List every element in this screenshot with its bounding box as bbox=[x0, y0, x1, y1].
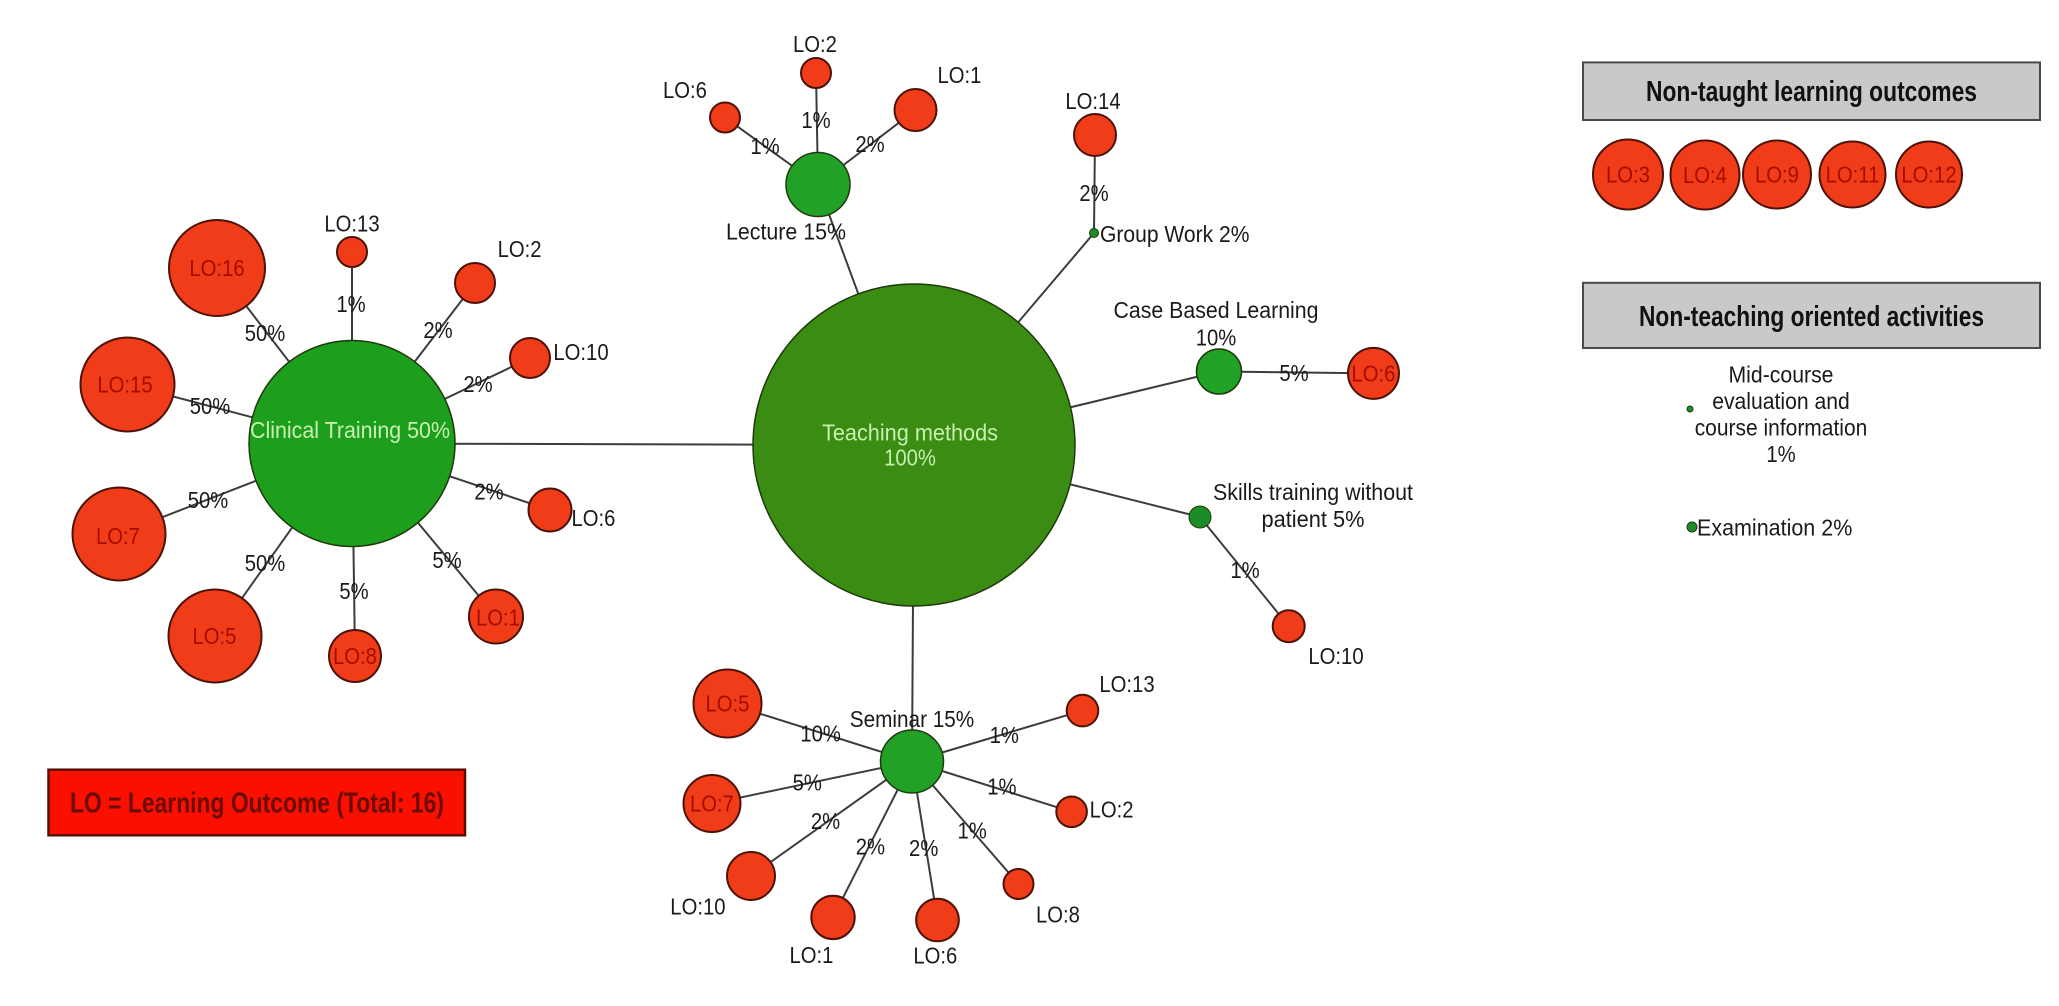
svg-text:LO:5: LO:5 bbox=[706, 691, 750, 717]
svg-text:LO:16: LO:16 bbox=[189, 255, 244, 281]
svg-text:evaluation and: evaluation and bbox=[1712, 388, 1850, 414]
svg-text:10%: 10% bbox=[1196, 325, 1237, 351]
svg-text:LO:10: LO:10 bbox=[1308, 643, 1363, 669]
svg-text:LO:10: LO:10 bbox=[670, 894, 725, 920]
svg-text:LO:1: LO:1 bbox=[938, 62, 982, 88]
svg-text:LO:6: LO:6 bbox=[913, 943, 957, 969]
svg-text:50%: 50% bbox=[188, 487, 229, 513]
svg-text:1%: 1% bbox=[1230, 557, 1259, 583]
svg-text:1%: 1% bbox=[336, 291, 365, 317]
svg-text:Group Work 2%: Group Work 2% bbox=[1100, 221, 1250, 247]
svg-text:course information: course information bbox=[1695, 414, 1868, 440]
svg-text:50%: 50% bbox=[190, 393, 231, 419]
svg-text:LO:2: LO:2 bbox=[793, 31, 837, 57]
svg-text:LO:6: LO:6 bbox=[1352, 360, 1396, 386]
svg-text:LO:2: LO:2 bbox=[498, 236, 542, 262]
svg-text:Non-teaching oriented activiti: Non-teaching oriented activities bbox=[1639, 301, 1984, 333]
svg-text:50%: 50% bbox=[245, 550, 286, 576]
svg-text:LO:7: LO:7 bbox=[690, 791, 734, 817]
svg-text:LO:8: LO:8 bbox=[1036, 902, 1080, 928]
svg-text:LO:15: LO:15 bbox=[97, 372, 152, 398]
svg-text:1%: 1% bbox=[801, 107, 830, 133]
svg-text:Clinical Training 50%: Clinical Training 50% bbox=[250, 417, 450, 443]
svg-text:1%: 1% bbox=[990, 722, 1019, 748]
svg-text:1%: 1% bbox=[750, 133, 779, 159]
svg-text:LO:4: LO:4 bbox=[1683, 162, 1727, 188]
svg-text:LO:3: LO:3 bbox=[1606, 162, 1650, 188]
svg-text:LO:1: LO:1 bbox=[790, 942, 834, 968]
svg-text:5%: 5% bbox=[339, 578, 368, 604]
svg-text:2%: 2% bbox=[855, 131, 884, 157]
svg-text:Non-taught learning outcomes: Non-taught learning outcomes bbox=[1646, 76, 1977, 108]
svg-text:LO:8: LO:8 bbox=[333, 643, 377, 669]
svg-text:5%: 5% bbox=[793, 770, 822, 796]
svg-text:Examination 2%: Examination 2% bbox=[1697, 514, 1852, 540]
svg-text:Seminar 15%: Seminar 15% bbox=[850, 706, 975, 732]
svg-text:5%: 5% bbox=[1279, 360, 1308, 386]
svg-text:LO:14: LO:14 bbox=[1065, 88, 1120, 114]
svg-text:1%: 1% bbox=[1766, 441, 1795, 467]
svg-text:1%: 1% bbox=[957, 818, 986, 844]
svg-text:LO:7: LO:7 bbox=[96, 523, 140, 549]
svg-text:Skills training without: Skills training without bbox=[1213, 479, 1414, 505]
svg-text:Teaching methods: Teaching methods bbox=[822, 420, 998, 446]
svg-text:LO:10: LO:10 bbox=[553, 339, 608, 365]
svg-text:LO:12: LO:12 bbox=[1901, 162, 1956, 188]
svg-text:Case Based Learning: Case Based Learning bbox=[1114, 297, 1319, 323]
svg-text:2%: 2% bbox=[909, 835, 938, 861]
svg-text:Lecture 15%: Lecture 15% bbox=[726, 219, 846, 245]
svg-text:2%: 2% bbox=[811, 808, 840, 834]
svg-text:patient 5%: patient 5% bbox=[1262, 506, 1365, 532]
svg-text:Mid-course: Mid-course bbox=[1729, 361, 1834, 387]
svg-text:LO:9: LO:9 bbox=[1755, 162, 1799, 188]
svg-text:LO = Learning Outcome (Total:: LO = Learning Outcome (Total: 16) bbox=[70, 788, 444, 820]
svg-text:1%: 1% bbox=[987, 774, 1016, 800]
svg-text:2%: 2% bbox=[463, 371, 492, 397]
svg-text:2%: 2% bbox=[1079, 180, 1108, 206]
svg-text:2%: 2% bbox=[474, 479, 503, 505]
svg-text:LO:13: LO:13 bbox=[324, 211, 379, 237]
svg-text:5%: 5% bbox=[432, 547, 461, 573]
svg-text:LO:6: LO:6 bbox=[663, 77, 707, 103]
svg-text:2%: 2% bbox=[423, 317, 452, 343]
svg-text:LO:5: LO:5 bbox=[193, 623, 237, 649]
svg-text:10%: 10% bbox=[800, 720, 841, 746]
svg-text:LO:13: LO:13 bbox=[1099, 671, 1154, 697]
svg-text:LO:11: LO:11 bbox=[1826, 162, 1880, 188]
svg-text:LO:6: LO:6 bbox=[572, 505, 616, 531]
svg-text:2%: 2% bbox=[856, 833, 885, 859]
svg-text:50%: 50% bbox=[245, 320, 286, 346]
svg-text:LO:2: LO:2 bbox=[1090, 797, 1134, 823]
svg-text:100%: 100% bbox=[884, 445, 936, 471]
svg-text:LO:1: LO:1 bbox=[476, 605, 520, 631]
